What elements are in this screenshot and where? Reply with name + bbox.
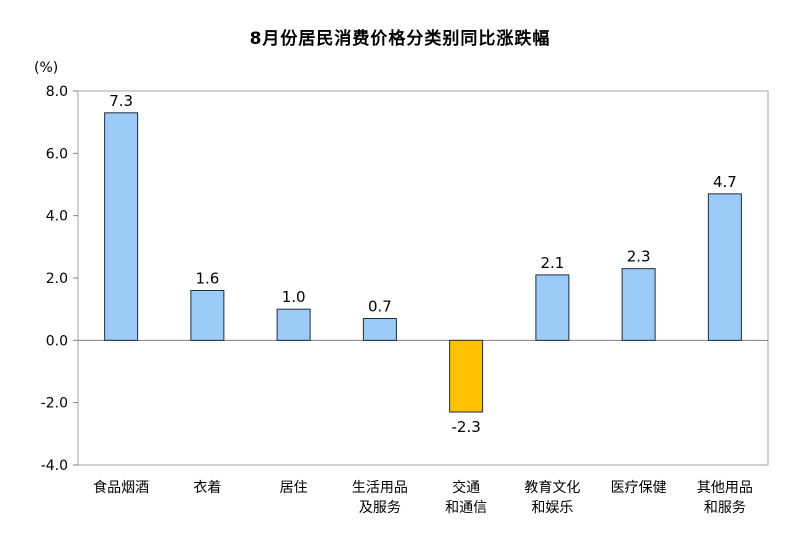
bar <box>449 339 484 413</box>
y-tick-label: 8.0 <box>46 84 68 100</box>
category-label: 教育文化 <box>524 480 580 496</box>
bar <box>707 193 742 341</box>
bar <box>535 274 570 341</box>
category-label: 和娱乐 <box>531 500 573 516</box>
category-label: 交通 <box>452 479 480 496</box>
bar <box>621 268 656 341</box>
y-axis-ticks: 8.0 6.0 4.0 2.0 0.0 -2.0 -4.0 <box>41 84 78 474</box>
category-label: 及服务 <box>359 500 401 516</box>
data-label: 7.3 <box>109 92 133 110</box>
category-label: 医疗保健 <box>611 480 667 496</box>
data-label: 0.7 <box>368 298 392 316</box>
bar <box>362 318 397 341</box>
category-label: 其他用品 <box>697 480 753 496</box>
data-label: 2.1 <box>540 254 564 272</box>
y-tick-label: -2.0 <box>41 396 68 412</box>
category-label: 和服务 <box>704 500 746 516</box>
category-label: 和通信 <box>445 500 487 516</box>
bars <box>104 112 742 413</box>
category-label: 食品烟酒 <box>93 479 149 496</box>
category-label: 衣着 <box>193 480 221 496</box>
plot-frame <box>77 90 769 466</box>
category-label: 生活用品 <box>352 480 408 496</box>
bar <box>190 289 225 341</box>
chart-title: 8月份居民消费价格分类别同比涨跌幅 <box>249 29 551 49</box>
y-tick-label: 6.0 <box>46 146 68 162</box>
y-tick-label: 0.0 <box>46 333 68 349</box>
data-label: 2.3 <box>627 248 651 266</box>
category-label: 居住 <box>280 480 308 496</box>
data-label: 4.7 <box>713 173 737 191</box>
data-label: -2.3 <box>451 418 480 436</box>
bar <box>276 308 311 341</box>
y-tick-label: 4.0 <box>46 209 68 225</box>
y-axis-unit-label: (%) <box>34 60 58 76</box>
y-tick-label: 2.0 <box>46 271 68 287</box>
data-labels: 7.3 1.6 1.0 0.7 -2.3 2.1 2.3 4.7 <box>109 92 737 436</box>
y-tick-label: -4.0 <box>41 458 68 474</box>
bar <box>104 112 139 341</box>
data-label: 1.6 <box>195 269 219 287</box>
data-label: 1.0 <box>282 288 306 306</box>
